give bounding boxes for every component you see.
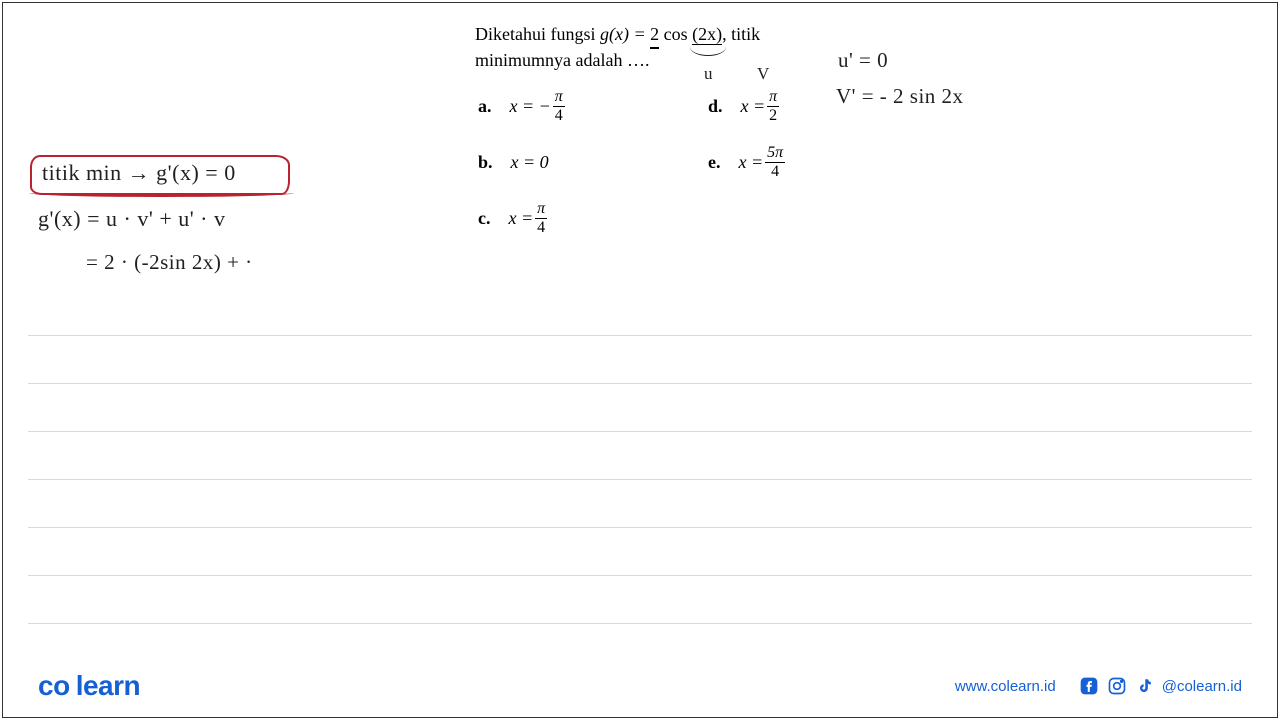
q-func: cos — [659, 24, 692, 44]
ruled-lines — [28, 288, 1252, 624]
social-icons: @colearn.id — [1078, 675, 1242, 697]
footer: colearn www.colearn.id @colearn.id — [38, 670, 1242, 702]
options-grid: a. x = − π 4 d. x = π 2 b. x = 0 e. x = 5π… — [478, 78, 938, 246]
opt-e-den: 4 — [769, 163, 781, 180]
ruled-line — [28, 288, 1252, 336]
opt-c-den: 4 — [535, 219, 547, 236]
ruled-line — [28, 528, 1252, 576]
q-gx: g(x) = — [600, 24, 650, 44]
opt-c-label: c. — [478, 208, 491, 229]
option-e: e. x = 5π 4 — [708, 134, 938, 190]
opt-d-label: d. — [708, 96, 723, 117]
q-prefix: Diketahui fungsi — [475, 24, 600, 44]
option-b: b. x = 0 — [478, 134, 708, 190]
question-block: Diketahui fungsi g(x) = 2 cos (2x), titi… — [475, 22, 1075, 73]
option-d: d. x = π 2 — [708, 78, 938, 134]
opt-d-prefix: x = — [741, 96, 766, 117]
opt-e-expr: x = 5π 4 — [739, 145, 786, 180]
opt-e-num: 5π — [767, 144, 783, 161]
opt-d-den: 2 — [767, 107, 779, 124]
opt-c-prefix: x = — [509, 208, 534, 229]
question-line1: Diketahui fungsi g(x) = 2 cos (2x), titi… — [475, 22, 1075, 48]
opt-d-num: π — [769, 88, 777, 105]
opt-d-expr: x = π 2 — [741, 89, 780, 124]
option-a: a. x = − π 4 — [478, 78, 708, 134]
facebook-icon[interactable] — [1078, 675, 1100, 697]
opt-b-expr: x = 0 — [511, 152, 549, 173]
opt-a-label: a. — [478, 96, 492, 117]
social-handle[interactable]: @colearn.id — [1162, 678, 1242, 695]
ruled-line — [28, 432, 1252, 480]
brand-logo: colearn — [38, 670, 140, 702]
hw-step2: = 2 · (-2sin 2x) + · — [86, 250, 253, 275]
q-coef: 2 — [650, 22, 659, 48]
ruled-line — [28, 336, 1252, 384]
opt-a-den: 4 — [553, 107, 565, 124]
opt-c-num: π — [537, 200, 545, 217]
opt-c-expr: x = π 4 — [509, 201, 548, 236]
ruled-line — [28, 576, 1252, 624]
ruled-line — [28, 480, 1252, 528]
instagram-icon[interactable] — [1106, 675, 1128, 697]
question-line2: minimumnya adalah …. — [475, 48, 1075, 73]
opt-e-prefix: x = — [739, 152, 764, 173]
opt-b-label: b. — [478, 152, 493, 173]
footer-url[interactable]: www.colearn.id — [955, 678, 1056, 695]
option-c: c. x = π 4 — [478, 190, 708, 246]
footer-right: www.colearn.id @colearn.id — [955, 675, 1242, 697]
opt-a-num: π — [555, 88, 563, 105]
ruled-line — [28, 384, 1252, 432]
hw-gprime: g'(x) = u · v' + u' · v — [38, 206, 226, 232]
opt-a-expr: x = − π 4 — [510, 89, 565, 124]
opt-a-prefix: x = − — [510, 96, 551, 117]
hw-u-prime: u' = 0 — [838, 48, 888, 73]
q-suffix: , titik — [722, 24, 760, 44]
opt-e-label: e. — [708, 152, 721, 173]
hw-boxed-text: titik min → g'(x) = 0 — [42, 160, 236, 186]
tiktok-icon[interactable] — [1134, 675, 1156, 697]
